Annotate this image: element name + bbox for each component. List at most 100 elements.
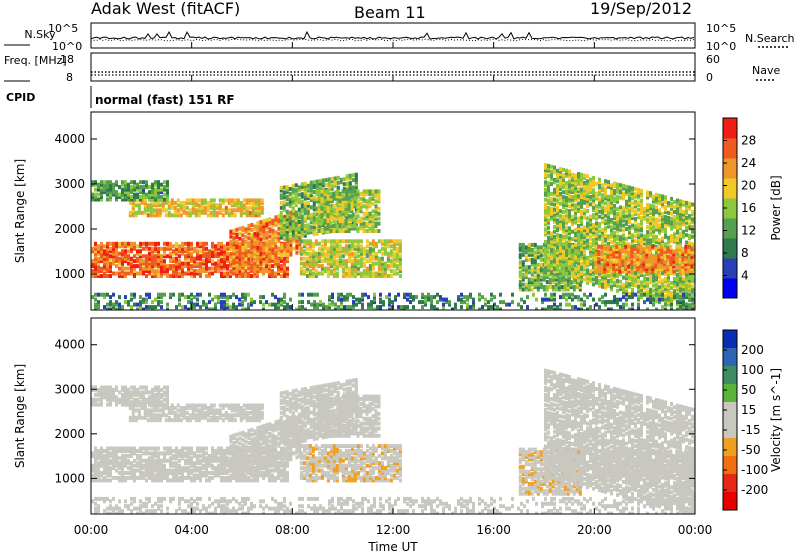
power-cell	[604, 226, 607, 230]
power-cell	[336, 272, 339, 276]
power-cell	[318, 242, 321, 246]
power-cell	[303, 239, 306, 243]
power-cell	[280, 186, 283, 190]
power-cell	[565, 196, 568, 200]
power-cell	[235, 233, 238, 237]
power-cell	[265, 310, 268, 314]
power-cell	[268, 235, 271, 239]
power-cell	[592, 206, 595, 210]
power-cell	[118, 310, 121, 314]
power-cell	[550, 197, 553, 201]
power-cell	[247, 293, 250, 297]
power-cell	[124, 242, 127, 246]
power-cell	[666, 265, 669, 269]
power-cell	[565, 263, 568, 267]
power-cell	[283, 242, 286, 246]
power-cell	[546, 285, 549, 289]
power-cell	[262, 251, 265, 255]
power-cell	[345, 189, 348, 193]
power-cell	[577, 194, 580, 198]
power-cell	[681, 247, 684, 251]
power-cell	[274, 303, 277, 307]
power-cell	[286, 195, 289, 199]
power-cell	[336, 239, 339, 243]
power-cell	[606, 270, 609, 274]
power-cell	[636, 245, 639, 249]
power-cell	[556, 206, 559, 210]
power-cell	[136, 183, 139, 187]
power-cell	[181, 242, 184, 246]
power-cell	[559, 234, 562, 238]
power-cell	[565, 169, 568, 173]
power-cell	[331, 177, 334, 181]
power-cell	[565, 181, 568, 185]
power-cell	[226, 295, 229, 299]
power-cell	[612, 260, 615, 264]
power-cell	[103, 305, 106, 309]
power-cell	[577, 172, 580, 176]
power-cell	[325, 183, 328, 187]
power-cell	[360, 244, 363, 248]
power-cell	[351, 224, 354, 228]
power-cell	[244, 269, 247, 273]
power-cell	[268, 227, 271, 231]
power-cell	[522, 260, 525, 264]
power-cell	[190, 242, 193, 246]
power-cell	[660, 245, 663, 249]
power-cell	[549, 278, 552, 282]
power-cell	[271, 269, 274, 273]
power-cell	[664, 215, 667, 219]
power-cell	[333, 209, 336, 213]
power-cell	[580, 188, 583, 192]
power-cell	[313, 190, 316, 194]
power-cell	[184, 305, 187, 309]
power-cell	[580, 210, 583, 214]
power-cell	[283, 293, 286, 297]
power-cell	[147, 213, 150, 217]
power-cell	[133, 242, 136, 246]
power-cell	[621, 260, 624, 264]
power-cell	[166, 254, 169, 258]
power-cell	[103, 244, 106, 248]
power-cell	[241, 246, 244, 250]
power-cell	[318, 222, 321, 226]
power-cell	[154, 269, 157, 273]
power-cell	[265, 264, 268, 268]
power-cell	[616, 234, 619, 238]
power-cell	[519, 270, 522, 274]
power-cell	[550, 249, 553, 253]
power-cell	[216, 211, 219, 215]
power-cell	[555, 283, 558, 287]
power-cell	[211, 310, 214, 314]
nsky-series	[91, 32, 694, 39]
power-cell	[687, 245, 690, 249]
power-cell	[97, 193, 100, 197]
power-cell	[213, 198, 216, 202]
power-cell	[256, 246, 259, 250]
power-cell	[213, 203, 216, 207]
power-cell	[243, 198, 246, 202]
power-cell	[601, 228, 604, 232]
power-cell	[160, 254, 163, 258]
power-cell	[547, 206, 550, 210]
power-cell	[562, 215, 565, 219]
power-cell	[330, 192, 333, 196]
power-cell	[333, 204, 336, 208]
power-cell	[661, 279, 664, 283]
power-cell	[274, 215, 277, 219]
power-cell	[369, 247, 372, 251]
power-cell	[253, 225, 256, 229]
power-cell	[607, 180, 610, 184]
power-cell	[372, 214, 375, 218]
power-cell	[127, 254, 130, 258]
power-cell	[556, 169, 559, 173]
power-cell	[357, 267, 360, 271]
power-cell	[646, 203, 649, 207]
power-cell	[148, 293, 151, 297]
power-cell	[340, 178, 343, 182]
power-cell	[634, 200, 637, 204]
power-cell	[337, 176, 340, 180]
power-cell	[640, 280, 643, 284]
power-cell	[327, 239, 330, 243]
power-cell	[525, 265, 528, 269]
